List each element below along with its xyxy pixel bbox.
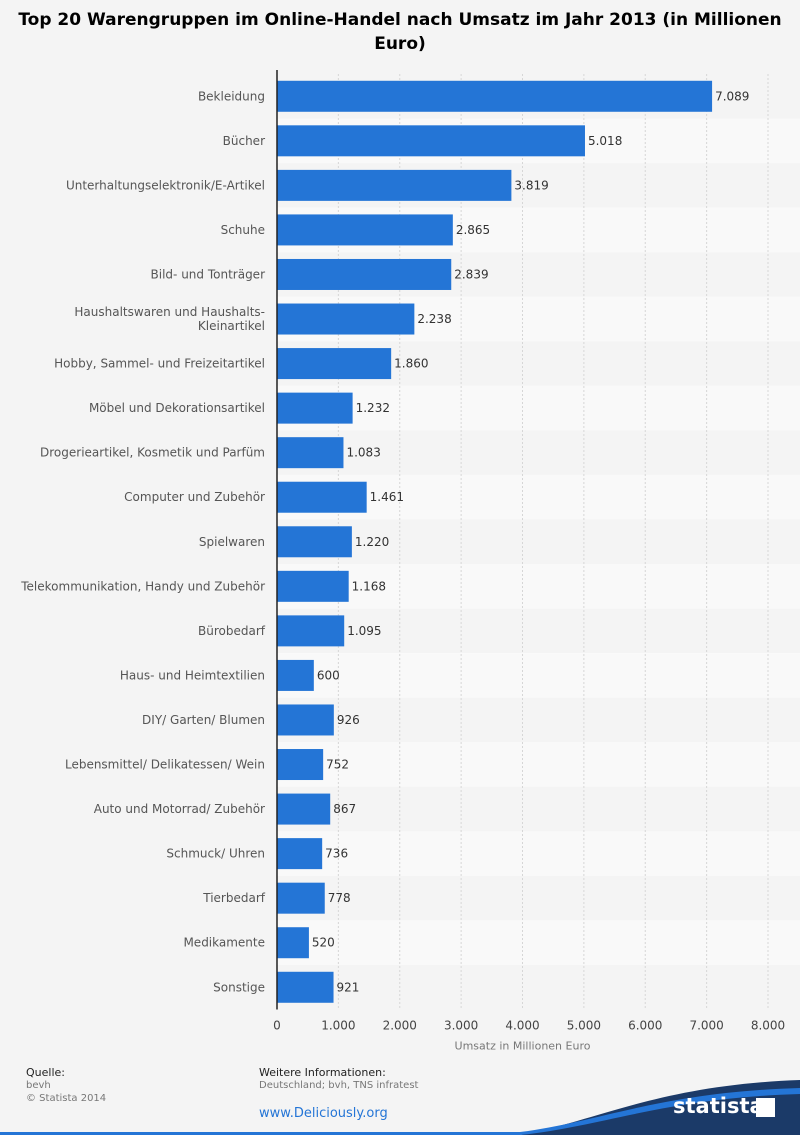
info-text: Deutschland; bvh, TNS infratest <box>259 1080 419 1091</box>
category-label: Telekommunikation, Handy und Zubehör <box>20 579 265 593</box>
category-label: Bücher <box>223 134 265 148</box>
value-label: 921 <box>337 980 360 994</box>
bar <box>277 838 323 870</box>
value-label: 1.168 <box>352 579 386 593</box>
bar <box>277 214 453 246</box>
category-label: Bekleidung <box>198 89 265 103</box>
bar <box>277 169 512 201</box>
bar <box>277 258 452 290</box>
row-band <box>277 519 800 565</box>
value-label: 926 <box>337 713 360 727</box>
x-tick-label: 8.000 <box>751 1019 785 1033</box>
x-tick-label: 6.000 <box>628 1019 662 1033</box>
value-label: 752 <box>326 758 349 772</box>
x-tick-label: 7.000 <box>689 1019 723 1033</box>
bar <box>277 526 352 558</box>
bar <box>277 348 392 380</box>
row-band <box>277 564 800 609</box>
x-tick-label: 5.000 <box>567 1019 601 1033</box>
info-heading: Weitere Informationen: <box>259 1066 386 1079</box>
bar-chart: Bekleidung 7.089 Bücher 5.018 Unterhaltungse… <box>20 70 800 1053</box>
category-label: Bürobedarf <box>198 624 266 638</box>
value-label: 5.018 <box>588 134 622 148</box>
row-band <box>277 786 800 832</box>
value-label: 7.089 <box>715 89 749 103</box>
category-label: Lebensmittel/ Delikatessen/ Wein <box>65 758 265 772</box>
x-tick-label: 1.000 <box>321 1019 355 1033</box>
bar <box>277 80 713 112</box>
bar <box>277 882 325 914</box>
value-label: 520 <box>312 936 335 950</box>
value-label: 1.461 <box>370 490 404 504</box>
bar <box>277 704 334 736</box>
chart-title: Top 20 Warengruppen im Online-Handel nac… <box>18 10 782 54</box>
copyright-text: © Statista 2014 <box>26 1093 107 1104</box>
category-label: Spielwaren <box>199 535 265 549</box>
value-label: 778 <box>328 891 351 905</box>
bar <box>277 125 585 157</box>
row-band <box>277 831 800 876</box>
row-band <box>277 385 800 431</box>
category-label: Haus- und Heimtextilien <box>120 668 265 682</box>
row-band <box>277 920 800 965</box>
category-label: Möbel und Dekorationsartikel <box>89 401 265 415</box>
x-tick-label: 2.000 <box>383 1019 417 1033</box>
category-label: DIY/ Garten/ Blumen <box>142 713 265 727</box>
x-tick-label: 3.000 <box>444 1019 478 1033</box>
bar <box>277 437 344 469</box>
value-label: 1.232 <box>356 401 390 415</box>
statista-logo: statista <box>673 1094 764 1118</box>
category-label: Hobby, Sammel- und Freizeitartikel <box>54 357 265 371</box>
statista-logo-icon <box>756 1098 775 1117</box>
value-label: 736 <box>325 847 348 861</box>
value-label: 3.819 <box>514 178 548 192</box>
row-band <box>277 697 800 743</box>
source-text: bevh <box>26 1080 51 1091</box>
row-band <box>277 608 800 654</box>
bar <box>277 615 345 647</box>
bar <box>277 971 334 1003</box>
bar <box>277 303 415 335</box>
row-band <box>277 653 800 698</box>
source-heading: Quelle: <box>26 1066 65 1079</box>
value-label: 2.839 <box>454 267 488 281</box>
value-label: 2.238 <box>417 312 451 326</box>
category-label: Haushaltswaren und Haushalts-Kleinartike… <box>74 305 265 333</box>
website-link[interactable]: www.Deliciously.org <box>259 1106 388 1121</box>
x-tick-label: 0 <box>273 1019 281 1033</box>
value-label: 2.865 <box>456 223 490 237</box>
category-label: Computer und Zubehör <box>124 490 265 504</box>
value-label: 1.220 <box>355 535 389 549</box>
bar <box>277 793 331 825</box>
value-label: 1.860 <box>394 357 428 371</box>
category-label: Drogerieartikel, Kosmetik und Parfüm <box>40 446 265 460</box>
bar <box>277 570 349 602</box>
bar <box>277 927 309 959</box>
category-label: Bild- und Tonträger <box>151 267 266 281</box>
bar <box>277 481 367 513</box>
row-band <box>277 430 800 475</box>
category-label: Unterhaltungselektronik/E-Artikel <box>66 178 265 192</box>
value-label: 600 <box>317 668 340 682</box>
row-band <box>277 965 800 1010</box>
category-label: Tierbedarf <box>202 891 266 905</box>
row-band <box>277 875 800 921</box>
bar <box>277 659 314 691</box>
row-band <box>277 742 800 787</box>
bar <box>277 749 324 781</box>
brand-band <box>0 1080 800 1135</box>
x-tick-label: 4.000 <box>505 1019 539 1033</box>
bar <box>277 392 353 424</box>
value-label: 1.095 <box>347 624 381 638</box>
category-label: Schuhe <box>221 223 265 237</box>
category-label: Schmuck/ Uhren <box>166 847 265 861</box>
category-label: Medikamente <box>183 936 265 950</box>
category-label: Sonstige <box>213 980 265 994</box>
value-label: 1.083 <box>346 446 380 460</box>
value-label: 867 <box>333 802 356 816</box>
category-label: Auto und Motorrad/ Zubehör <box>94 802 265 816</box>
x-axis-title: Umsatz in Millionen Euro <box>455 1040 591 1053</box>
